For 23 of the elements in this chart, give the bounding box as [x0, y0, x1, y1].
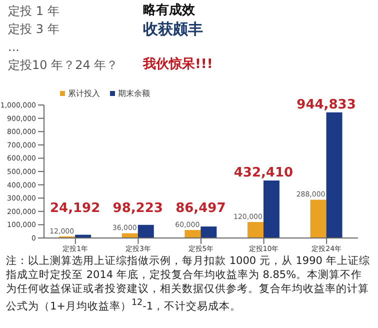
bar [263, 180, 280, 238]
text: ... [8, 39, 20, 56]
data-label: 944,833 [296, 97, 356, 112]
bar [200, 226, 217, 238]
legend-label: 累计投入 [67, 88, 100, 99]
text: 定投10 年？24 年？ [8, 57, 120, 74]
legend-label: 期末余额 [117, 88, 150, 99]
data-label: 86,497 [176, 201, 226, 216]
text: 定投 1 年 [8, 3, 60, 20]
data-label: 432,410 [234, 165, 294, 180]
text: 略有成效 [143, 2, 195, 20]
bar [310, 200, 326, 238]
text: 定投 3 年 [8, 21, 60, 38]
bar [138, 224, 154, 238]
bar [122, 233, 138, 238]
text: 注：以上测算选用上证综指做示例，每月扣款 1000 元，从 1990 年上证综指成立时定投至 2014 年底，定投复合年均收益率为 8.85%。本测算不作为任何收益保证或者投资建议，相关数据仅供参考。复合年均收益率的计算公式为（1+月均收益率）$^{12}$-1，不计交易成本。 [5, 254, 371, 314]
bar [326, 112, 342, 238]
data-label: 24,192 [50, 201, 100, 216]
bar [184, 230, 201, 238]
data-label: 98,223 [112, 201, 163, 216]
text: 收获颇丰 [143, 20, 203, 38]
text: 我伙惊呆!!! [143, 56, 213, 74]
bar [247, 222, 264, 238]
